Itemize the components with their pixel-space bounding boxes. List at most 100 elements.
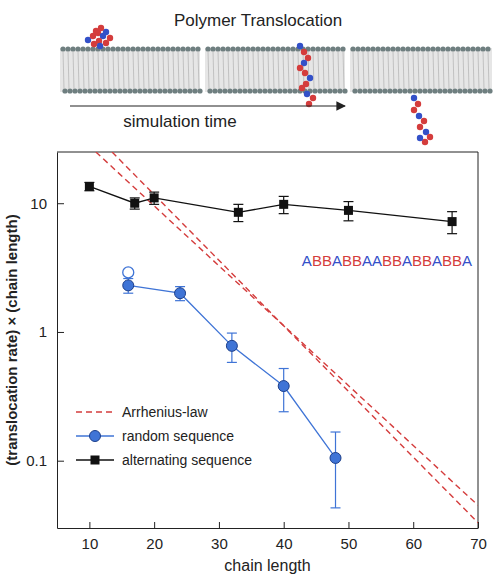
lipid-head — [435, 46, 440, 51]
x-tick-mark — [478, 522, 479, 528]
error-bar — [233, 204, 243, 221]
x-tick-label: 10 — [82, 535, 99, 552]
title: Polymer Translocation — [174, 11, 342, 30]
lipid-head — [160, 46, 165, 51]
monomer — [304, 91, 310, 97]
lipid-head — [60, 46, 65, 51]
lipid-head — [77, 88, 82, 93]
lipid-head — [312, 88, 317, 93]
lipid-tail — [318, 51, 319, 89]
lipid-head — [192, 88, 197, 93]
lipid-head — [410, 46, 415, 51]
lipid-head — [112, 88, 117, 93]
x-tick-label: 20 — [146, 535, 163, 552]
lipid-tail — [143, 51, 144, 89]
lipid-head — [457, 88, 462, 93]
membrane — [350, 48, 492, 92]
lipid-head — [152, 88, 157, 93]
x-tick-label: 30 — [211, 535, 228, 552]
time-arrow — [70, 105, 345, 106]
data-point — [278, 381, 289, 392]
lipid-head — [167, 88, 172, 93]
lipid-head — [257, 88, 262, 93]
lipid-head — [270, 46, 275, 51]
annotation-letter: B — [322, 252, 332, 269]
lipid-head — [377, 88, 382, 93]
lipid-head — [155, 46, 160, 51]
lipid-head — [267, 88, 272, 93]
lipid-head — [275, 46, 280, 51]
lipid-head — [110, 46, 115, 51]
lipid-head — [425, 46, 430, 51]
monomer — [297, 65, 303, 71]
x-tick: 30 — [211, 522, 228, 552]
x-tick: 20 — [146, 522, 163, 552]
series — [112, 152, 478, 523]
plot-area — [84, 152, 478, 523]
lipid-head — [150, 46, 155, 51]
y-tick: 1 — [39, 323, 64, 340]
lipid-head — [390, 46, 395, 51]
y-tick-label: 10 — [30, 195, 47, 212]
lipid-head — [402, 88, 407, 93]
lipid-head — [442, 88, 447, 93]
lipid-head — [475, 46, 480, 51]
lipid-tail — [353, 51, 354, 89]
series-line — [96, 152, 478, 505]
annotation-letter: B — [392, 252, 402, 269]
lipid-tail — [438, 51, 439, 89]
y-tick-mark — [57, 203, 64, 204]
annotation-letter: A — [332, 252, 342, 269]
lipid-head — [197, 88, 202, 93]
lipid-head — [400, 46, 405, 51]
lipid-head — [120, 46, 125, 51]
lipid-head — [170, 46, 175, 51]
lipid-tail — [238, 51, 239, 89]
x-tick-mark — [219, 522, 220, 528]
lipid-head — [427, 88, 432, 93]
annotation-letter: B — [452, 252, 462, 269]
frame — [478, 152, 479, 528]
error-cap — [233, 221, 243, 222]
error-cap — [149, 204, 159, 205]
lipid-head — [82, 88, 87, 93]
lipid-tail — [98, 51, 99, 89]
lipid-head — [75, 46, 80, 51]
series-line — [112, 152, 478, 523]
data-point — [123, 280, 134, 291]
lipid-tail — [103, 51, 104, 89]
lipid-tail — [243, 51, 244, 89]
membrane — [60, 48, 200, 92]
x-tick-mark — [413, 522, 414, 528]
lipid-tail — [398, 51, 399, 89]
lipid-tail — [78, 51, 79, 89]
lipid-tail — [148, 51, 149, 89]
lipid-head — [320, 46, 325, 51]
lipid-tail — [223, 51, 224, 89]
legend-label: random sequence — [122, 428, 234, 444]
lipid-tail — [83, 51, 84, 89]
monomer — [91, 41, 97, 47]
lipid-tail — [73, 51, 74, 89]
monomer — [417, 135, 423, 141]
lipid-head — [487, 88, 492, 93]
x-tick-label: 50 — [341, 535, 358, 552]
x-tick: 60 — [405, 522, 422, 552]
monomer — [97, 43, 103, 49]
lipid-head — [250, 46, 255, 51]
monomer — [421, 118, 427, 124]
error-bar — [130, 198, 140, 209]
lipid-head — [472, 88, 477, 93]
lipid-head — [477, 88, 482, 93]
error-cap — [447, 211, 457, 212]
lipid-tail — [333, 51, 334, 89]
lipid-tail — [423, 51, 424, 89]
lipid-head — [252, 88, 257, 93]
lipid-head — [450, 46, 455, 51]
error-cap — [331, 507, 341, 508]
monomer — [411, 107, 417, 113]
monomer — [297, 43, 303, 49]
lipid-tail — [273, 51, 274, 89]
lipid-head — [217, 88, 222, 93]
error-cap — [447, 233, 457, 234]
